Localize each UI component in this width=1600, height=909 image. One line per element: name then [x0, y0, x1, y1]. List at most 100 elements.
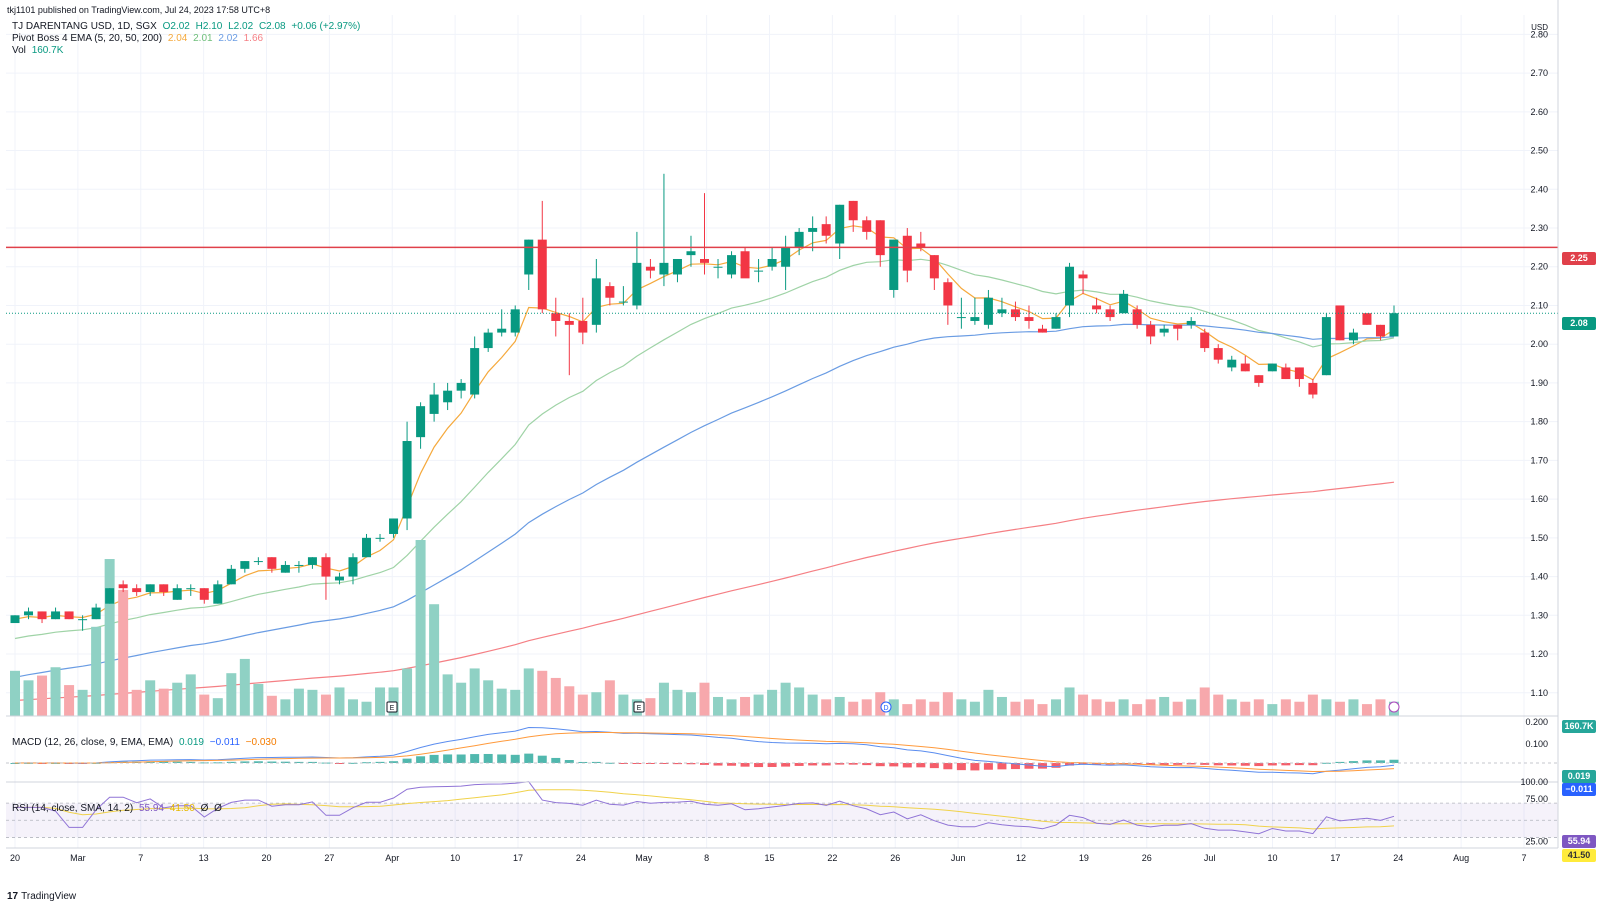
- volume-bar: [1280, 699, 1291, 716]
- volume-bar: [1010, 701, 1021, 716]
- macd-hist-bar: [456, 754, 466, 763]
- tradingview-logo[interactable]: 17 TradingView: [7, 891, 76, 902]
- ema-label: Pivot Boss 4 EMA (5, 20, 50, 200): [12, 33, 163, 44]
- candle-body: [821, 224, 831, 236]
- candle-body: [875, 220, 885, 256]
- volume-bar: [672, 689, 683, 716]
- candle-body: [1348, 332, 1358, 341]
- volume-bar: [429, 604, 440, 716]
- candle-body: [591, 278, 601, 325]
- volume-bar: [577, 694, 588, 716]
- macd-hist-bar: [605, 762, 615, 764]
- volume-bar: [1213, 694, 1224, 716]
- volume-bar: [361, 701, 372, 716]
- price-tick: 1.20: [1530, 649, 1548, 659]
- low-value: L2.02: [228, 21, 254, 32]
- macd-hist-bar: [1146, 763, 1156, 766]
- macd-hist-bar: [875, 763, 885, 767]
- macd-line: [14, 726, 1395, 775]
- macd-hist-bar: [186, 761, 196, 763]
- candle-body: [727, 255, 737, 275]
- candle-body: [1321, 317, 1331, 376]
- high-value: H2.10: [195, 21, 223, 32]
- macd-hist-bar: [1173, 763, 1183, 765]
- volume-bar: [618, 694, 629, 716]
- macd-hist-bar: [294, 761, 304, 763]
- volume-bar: [91, 626, 102, 716]
- price-tick: 1.80: [1530, 417, 1548, 427]
- macd-tick: 100.00: [1520, 777, 1548, 787]
- macd-value: 0.019: [178, 737, 204, 748]
- candle-body: [700, 258, 709, 263]
- candle-body: [997, 309, 1007, 314]
- macd-hist-bar: [808, 763, 818, 766]
- macd-hist-bar: [686, 763, 696, 765]
- price-tick: 1.90: [1530, 378, 1548, 388]
- macd-hist-bar: [983, 763, 993, 770]
- volume-bar: [253, 683, 264, 716]
- volume-bar: [1145, 699, 1156, 716]
- macd-hist-bar: [497, 754, 507, 763]
- price-tick: 2.80: [1530, 29, 1548, 39]
- volume-bar: [1334, 701, 1345, 716]
- volume-bar: [807, 694, 818, 716]
- candle-body: [1010, 309, 1020, 318]
- macd-hist-bar: [835, 763, 845, 765]
- candle-body: [253, 561, 263, 563]
- logo-mark: 17: [7, 891, 19, 902]
- candle-body: [672, 258, 682, 275]
- volume-bar: [131, 689, 142, 716]
- candle-body: [835, 204, 845, 244]
- macd-hist-bar: [416, 756, 426, 763]
- volume-bar: [510, 689, 521, 716]
- macd-hist-bar: [172, 761, 182, 763]
- vol-legend: Vol 160.7K: [12, 45, 66, 57]
- macd-hist-bar: [1078, 763, 1088, 765]
- candle-body: [1362, 313, 1372, 325]
- candle-body: [213, 584, 223, 604]
- candle-body: [605, 286, 615, 298]
- volume-bar: [442, 674, 453, 716]
- macd-hist-bar: [443, 754, 453, 763]
- time-tick: Apr: [385, 853, 399, 863]
- volume-bar: [77, 689, 88, 716]
- candle-body: [64, 611, 74, 620]
- candle-body: [1375, 324, 1385, 337]
- volume-bar: [23, 680, 34, 716]
- volume-bar: [591, 692, 602, 716]
- time-tick: 8: [704, 853, 709, 863]
- volume-bar: [713, 696, 724, 716]
- candle-body: [10, 615, 20, 624]
- volume-bar: [199, 694, 210, 716]
- volume-bar: [104, 559, 115, 716]
- macd-hist-bar: [1294, 763, 1304, 766]
- volume-bars: [10, 540, 1399, 716]
- price-tick: 1.70: [1530, 455, 1548, 465]
- macd-pane: [6, 726, 1558, 775]
- rsi-ma-line: [15, 789, 1395, 830]
- candle-body: [578, 320, 588, 333]
- ema20-value: 2.01: [193, 33, 213, 44]
- volume-bar: [50, 667, 61, 716]
- candle-body: [1267, 363, 1277, 372]
- volume-badge: 160.7K: [1562, 720, 1596, 733]
- candle-body: [132, 588, 142, 593]
- macd-hist-bar: [1308, 763, 1318, 766]
- macd-hist-bar: [253, 761, 263, 763]
- macd-hist-bar: [645, 763, 655, 764]
- volume-bar: [1199, 687, 1210, 716]
- volume-bar: [402, 668, 413, 716]
- candle-body: [1119, 293, 1129, 314]
- candle-body: [929, 255, 939, 279]
- macd-hist-bar: [970, 763, 980, 771]
- price-levels: [6, 246, 1558, 314]
- candlesticks: [10, 173, 1399, 631]
- macd-label: MACD (12, 26, close, 9, EMA, EMA): [12, 737, 174, 748]
- macd-hist-bar: [524, 753, 534, 763]
- volume-bar: [969, 701, 980, 716]
- volume-bar: [753, 694, 764, 716]
- macd-legend: MACD (12, 26, close, 9, EMA, EMA) 0.019 …: [12, 737, 280, 749]
- candle-body: [983, 297, 993, 325]
- volume-bar: [604, 680, 615, 716]
